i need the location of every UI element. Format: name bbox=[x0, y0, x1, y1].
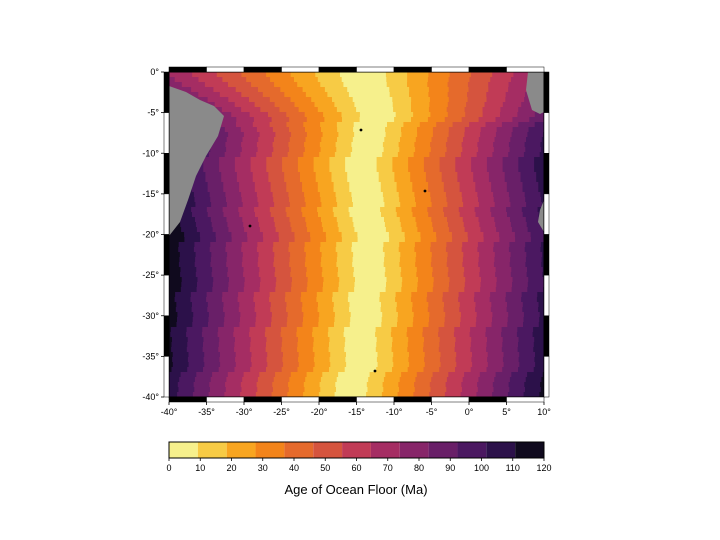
y-tick-label: -35° bbox=[142, 351, 159, 361]
y-tick-label: 0° bbox=[150, 67, 159, 77]
frame-segment-right bbox=[543, 315, 550, 357]
frame-segment-left bbox=[163, 234, 170, 276]
age-bands bbox=[169, 72, 544, 397]
colorbar-tick-label: 10 bbox=[195, 463, 205, 473]
x-tick-label: 10° bbox=[537, 407, 551, 417]
x-tick-label: -40° bbox=[161, 407, 178, 417]
colorbar-swatch-30 bbox=[255, 442, 285, 458]
y-tick-label: -15° bbox=[142, 189, 159, 199]
frame-segment-right bbox=[543, 193, 550, 235]
frame-segment-top bbox=[206, 66, 245, 73]
frame-segment-right bbox=[543, 153, 550, 195]
colorbar-swatch-100 bbox=[457, 442, 487, 458]
y-tick-label: -20° bbox=[142, 230, 159, 240]
colorbar-tick-label: 20 bbox=[226, 463, 236, 473]
island-dot bbox=[359, 128, 363, 132]
y-tick-label: -10° bbox=[142, 148, 159, 158]
colorbar-swatch-80 bbox=[399, 442, 429, 458]
frame-segment-left bbox=[163, 153, 170, 195]
landmasses bbox=[169, 72, 544, 373]
y-axis-ticks: 0° -5° -10° -15° -20° -25° -30° -35° -40° bbox=[142, 67, 164, 402]
colorbar: 0 10 20 30 40 50 60 70 80 90 100 110 120 bbox=[166, 441, 552, 473]
frame-segment-top bbox=[356, 66, 395, 73]
colorbar-tick-label: 110 bbox=[506, 463, 520, 473]
colorbar-tick-label: 30 bbox=[258, 463, 268, 473]
colorbar-swatch-90 bbox=[428, 442, 458, 458]
colorbar-tick-label: 70 bbox=[383, 463, 393, 473]
frame-segment-top bbox=[318, 66, 357, 73]
frame-segment-top bbox=[243, 66, 282, 73]
frame-segment-bottom bbox=[393, 396, 432, 403]
frame-segment-bottom bbox=[281, 396, 320, 403]
colorbar-tick-label: 90 bbox=[445, 463, 455, 473]
frame-segment-left bbox=[163, 315, 170, 357]
x-tick-label: -5° bbox=[426, 407, 438, 417]
colorbar-tick-label: 50 bbox=[320, 463, 330, 473]
colorbar-swatch-0 bbox=[169, 442, 198, 458]
x-tick-label: -35° bbox=[198, 407, 215, 417]
colorbar-tick-label: 0 bbox=[166, 463, 171, 473]
frame-segment-top bbox=[431, 66, 470, 73]
frame-segment-top bbox=[168, 66, 207, 73]
frame-segment-bottom bbox=[431, 396, 470, 403]
x-tick-label: -20° bbox=[311, 407, 328, 417]
frame-segment-bottom bbox=[243, 396, 282, 403]
frame-segment-right bbox=[543, 71, 550, 113]
colorbar-tick-label: 100 bbox=[474, 463, 489, 473]
y-tick-label: -25° bbox=[142, 270, 159, 280]
frame-segment-left bbox=[163, 193, 170, 235]
frame-segment-right bbox=[543, 274, 550, 316]
frame-segment-right bbox=[543, 356, 550, 398]
island-dot bbox=[423, 189, 427, 193]
colorbar-tick-label: 60 bbox=[351, 463, 361, 473]
frame-segment-bottom bbox=[468, 396, 507, 403]
frame-segment-top bbox=[281, 66, 320, 73]
colorbar-tick-label: 120 bbox=[536, 463, 551, 473]
x-tick-label: -10° bbox=[386, 407, 403, 417]
colorbar-swatch-40 bbox=[284, 442, 314, 458]
africa-land bbox=[526, 72, 544, 114]
colorbar-swatch-110 bbox=[486, 442, 516, 458]
x-tick-label: 0° bbox=[465, 407, 474, 417]
colorbar-tick-label: 40 bbox=[289, 463, 299, 473]
frame-segment-left bbox=[163, 356, 170, 398]
frame-segment-bottom bbox=[318, 396, 357, 403]
africa-south-land bbox=[538, 200, 544, 232]
colorbar-swatch-50 bbox=[313, 442, 343, 458]
frame-segment-bottom bbox=[506, 396, 545, 403]
colorbar-swatch-70 bbox=[370, 442, 400, 458]
south-america-land bbox=[169, 86, 224, 236]
y-tick-label: -5° bbox=[147, 108, 159, 118]
colorbar-tick-label: 80 bbox=[414, 463, 424, 473]
map-frame bbox=[163, 66, 550, 403]
y-tick-label: -30° bbox=[142, 311, 159, 321]
colorbar-swatch-10 bbox=[197, 442, 227, 458]
frame-segment-bottom bbox=[168, 396, 207, 403]
x-axis-ticks: -40° -35° -30° -25° -20° -15° -10° -5° 0° 5° 10° bbox=[161, 402, 551, 417]
x-tick-label: -30° bbox=[236, 407, 253, 417]
island-dot bbox=[373, 369, 377, 373]
x-tick-label: 5° bbox=[502, 407, 511, 417]
frame-segment-right bbox=[543, 234, 550, 276]
x-tick-label: -15° bbox=[348, 407, 365, 417]
frame-segment-left bbox=[163, 274, 170, 316]
frame-segment-left bbox=[163, 112, 170, 154]
frame-segment-bottom bbox=[206, 396, 245, 403]
frame-segment-left bbox=[163, 71, 170, 113]
colorbar-swatch-20 bbox=[226, 442, 256, 458]
colorbar-swatch-60 bbox=[342, 442, 371, 458]
y-tick-label: -40° bbox=[142, 392, 159, 402]
colorbar-title: Age of Ocean Floor (Ma) bbox=[284, 482, 427, 497]
frame-segment-bottom bbox=[356, 396, 395, 403]
age-band-0 bbox=[334, 72, 396, 397]
colorbar-swatch-120 bbox=[515, 442, 544, 458]
frame-segment-top bbox=[506, 66, 545, 73]
frame-segment-right bbox=[543, 112, 550, 154]
island-dot bbox=[248, 224, 252, 228]
frame-segment-top bbox=[393, 66, 432, 73]
frame-segment-top bbox=[468, 66, 507, 73]
x-tick-label: -25° bbox=[273, 407, 290, 417]
